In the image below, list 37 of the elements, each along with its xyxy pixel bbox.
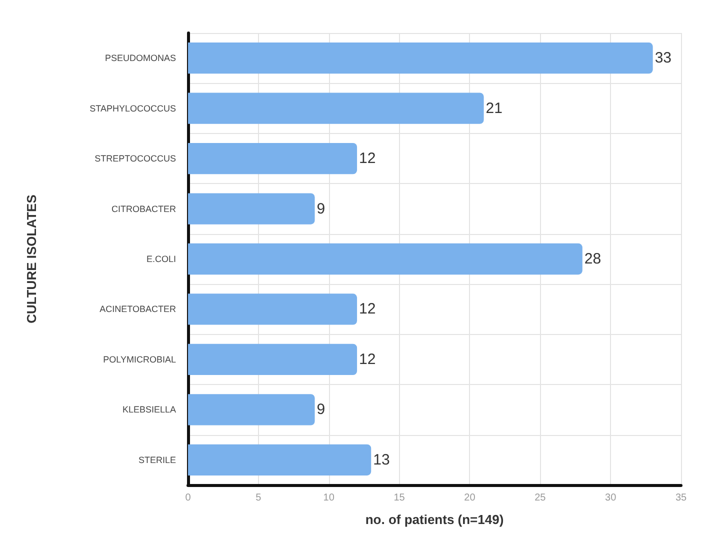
data-label: 21 — [486, 100, 502, 117]
x-tick-label: 35 — [675, 492, 687, 504]
x-tick-label: 10 — [323, 492, 335, 504]
y-tick-label: PSEUDOMONAS — [104, 53, 176, 64]
y-tick-label: E.COLI — [146, 254, 176, 264]
x-axis-title: no. of patients (n=149) — [365, 512, 504, 527]
data-label: 33 — [654, 50, 672, 67]
x-tick-label: 20 — [464, 492, 476, 504]
data-label: 9 — [316, 401, 326, 418]
y-axis-title: CULTURE ISOLATES — [24, 194, 39, 324]
data-label: 13 — [373, 451, 390, 468]
bar — [188, 344, 358, 376]
data-label: 28 — [584, 250, 602, 268]
x-tick-label: 30 — [605, 492, 617, 504]
bar — [188, 294, 358, 325]
bar — [188, 142, 358, 174]
x-tick-label: 25 — [534, 492, 546, 504]
bar — [188, 42, 653, 74]
bar — [188, 243, 582, 275]
y-tick-label: STERILE — [138, 454, 176, 465]
bar — [188, 444, 372, 476]
y-tick-label: STREPTOCOCCUS — [94, 154, 176, 164]
data-label: 9 — [316, 200, 326, 218]
x-tick-label: 0 — [185, 492, 192, 504]
x-tick-label: 5 — [256, 492, 262, 504]
y-tick-label: KLEBSIELLA — [122, 404, 176, 415]
x-tick-label: 15 — [394, 492, 406, 504]
bar — [188, 92, 484, 124]
y-tick-label: ACINETOBACTER — [100, 304, 176, 314]
y-tick-label: STAPHYLOCOCCUS — [90, 103, 176, 114]
y-tick-label: CITROBACTER — [111, 204, 176, 214]
bar — [188, 394, 315, 426]
bar — [188, 193, 315, 224]
data-label: 12 — [359, 300, 376, 318]
data-label: 12 — [359, 150, 376, 168]
data-label: 12 — [359, 350, 376, 368]
y-tick-label: POLYMICROBIAL — [103, 354, 176, 364]
